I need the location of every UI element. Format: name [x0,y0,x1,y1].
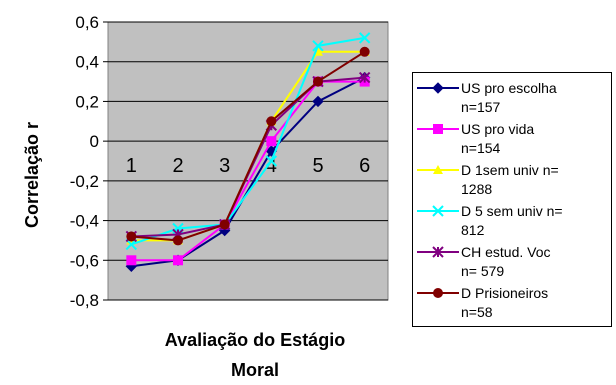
legend-item: CH estud. Voc n= 579 [417,243,613,285]
legend-swatch [417,165,459,174]
legend-label: US pro vida n=154 [461,120,611,158]
legend-item: D 5 sem univ n= 812 [417,202,613,244]
data-point [432,246,444,258]
legend-label-line: n=157 [461,99,501,115]
data-point [432,82,444,94]
legend-swatch [417,288,459,298]
legend-label-line: D 1sem univ n= [461,162,559,178]
plot-area [107,21,389,301]
y-tick-label: -0,4 [70,212,99,231]
legend-label: D 5 sem univ n= 812 [461,202,611,240]
data-point [126,255,137,266]
y-tick-labels: -0,8 -0,6 -0,4 -0,2 0 0,2 0,4 0,6 [70,13,99,310]
data-point [173,235,183,246]
legend-item: US pro vida n=154 [417,120,613,162]
legend-label-line: 812 [461,222,485,238]
legend-item: D Prisioneiros n=58 [417,284,613,326]
series-line [131,36,365,246]
data-point [126,231,137,242]
legend-swatch [417,124,459,134]
data-point [358,32,371,44]
x-tick-label: 3 [219,155,230,177]
gridlines [103,21,388,301]
data-point [433,165,443,174]
legend-label-line: D 5 sem univ n= [461,203,563,219]
x-tick-label: 4 [266,155,277,177]
legend-label: US pro escolha n=157 [461,79,611,117]
x-tick-labels: 1 2 3 4 5 6 [126,155,370,177]
data-point [219,219,230,230]
y-tick-label: 0,6 [75,13,99,32]
data-point [358,71,371,84]
legend-label-line: n=58 [461,304,493,320]
legend-label-line: US pro vida [461,121,535,137]
data-point [266,136,277,147]
x-tick-label: 1 [126,155,137,177]
y-tick-label: 0,2 [75,92,99,111]
x-axis-title-line1: Avaliação do Estágio [165,330,345,350]
legend-label: D 1sem univ n= 1288 [461,161,611,199]
legend-label-line: US pro escolha [461,80,557,96]
series-6 [126,46,370,246]
legend-label: D Prisioneiros n=58 [461,284,611,322]
legend-label-line: D Prisioneiros [461,285,549,301]
series-group [125,32,371,272]
y-tick-label: 0,4 [75,53,99,72]
y-tick-label: -0,8 [70,291,99,310]
y-tick-label: -0,2 [70,172,99,191]
data-point [265,155,278,167]
x-tick-label: 2 [172,155,183,177]
data-point [173,255,183,266]
data-point [312,40,324,52]
x-tick-label: 5 [312,155,323,177]
data-point [359,46,370,57]
legend-label-line: CH estud. Voc [461,244,551,260]
y-tick-label: 0 [90,132,99,151]
legend-label-line: n= 579 [461,263,505,279]
data-point [433,124,443,134]
legend-label: CH estud. Voc n= 579 [461,243,611,281]
legend-swatch [417,82,459,94]
legend: US pro escolha n=157 US pro vida n=154 D 1se… [412,72,612,327]
legend-item: D 1sem univ n= 1288 [417,161,613,203]
legend-swatch [417,205,459,217]
x-axis-title-line2: Moral [231,360,279,380]
data-point [266,116,277,127]
legend-swatch [417,246,459,258]
legend-label-line: n=154 [461,140,501,156]
legend-item: US pro escolha n=157 [417,79,613,121]
data-point [432,205,444,217]
data-point [433,288,443,298]
plot-background [107,21,389,301]
legend-label-line: 1288 [461,181,493,197]
x-tick-label: 6 [359,155,370,177]
data-point [312,95,324,108]
y-axis-title: Correlação r [22,122,42,228]
data-point [313,76,323,87]
series-line [131,50,366,242]
y-tick-label: -0,6 [70,251,99,270]
